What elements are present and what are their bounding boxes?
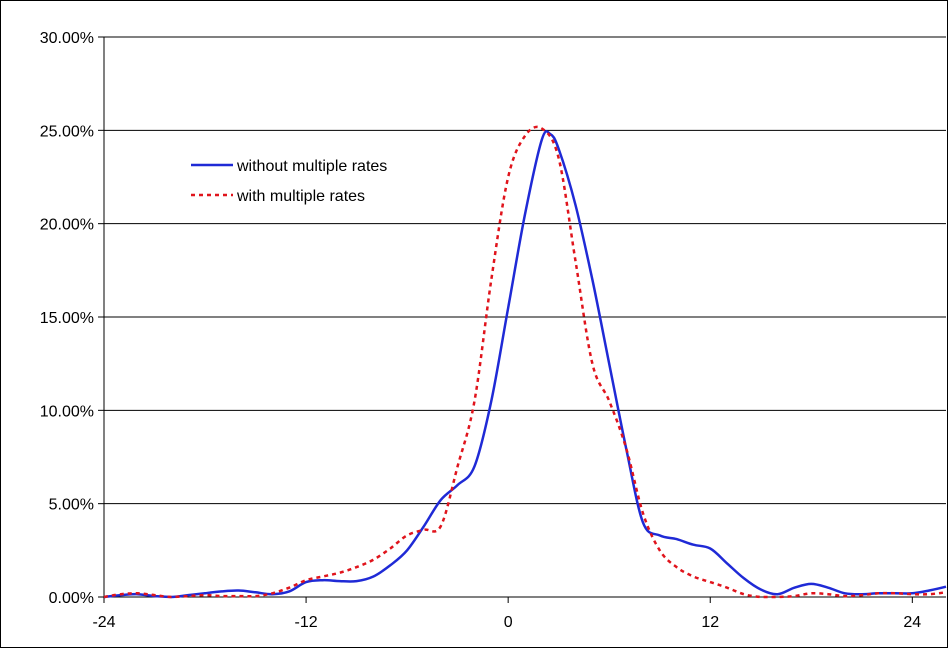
legend-label-without-multiple-rates: without multiple rates — [236, 158, 387, 175]
axes — [98, 36, 946, 603]
series-line-with-multiple-rates — [103, 125, 947, 599]
x-tick-label: -12 — [295, 614, 318, 631]
legend: without multiple rates with multiple rate… — [191, 158, 387, 205]
x-tick-label: -24 — [92, 614, 115, 631]
y-tick-label: 5.00% — [49, 497, 94, 514]
series-lines — [103, 125, 947, 599]
y-tick-label: 10.00% — [40, 403, 94, 420]
x-tick-label: 12 — [701, 614, 719, 631]
y-tick-label: 25.00% — [40, 123, 94, 140]
x-tick-label: 0 — [504, 614, 513, 631]
y-tick-label: 0.00% — [49, 590, 94, 607]
series-line-without-multiple-rates — [103, 130, 947, 599]
y-tick-label: 30.00% — [40, 30, 94, 47]
tick-labels: 0.00% 5.00% 10.00% 15.00% 20.00% 25.00% 30.00%… — [40, 30, 922, 631]
x-tick-label: 24 — [903, 614, 921, 631]
y-tick-label: 15.00% — [40, 310, 94, 327]
y-tick-label: 20.00% — [40, 217, 94, 234]
gridlines — [104, 36, 946, 505]
legend-label-with-multiple-rates: with multiple rates — [236, 188, 365, 205]
